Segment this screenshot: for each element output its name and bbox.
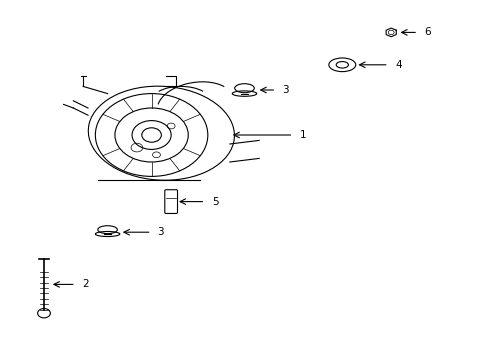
Text: 6: 6 [424, 27, 430, 37]
Text: 5: 5 [211, 197, 218, 207]
Text: 3: 3 [282, 85, 289, 95]
Text: 1: 1 [299, 130, 306, 140]
Text: 2: 2 [82, 279, 89, 289]
Text: 4: 4 [394, 60, 401, 70]
Text: 3: 3 [157, 227, 164, 237]
